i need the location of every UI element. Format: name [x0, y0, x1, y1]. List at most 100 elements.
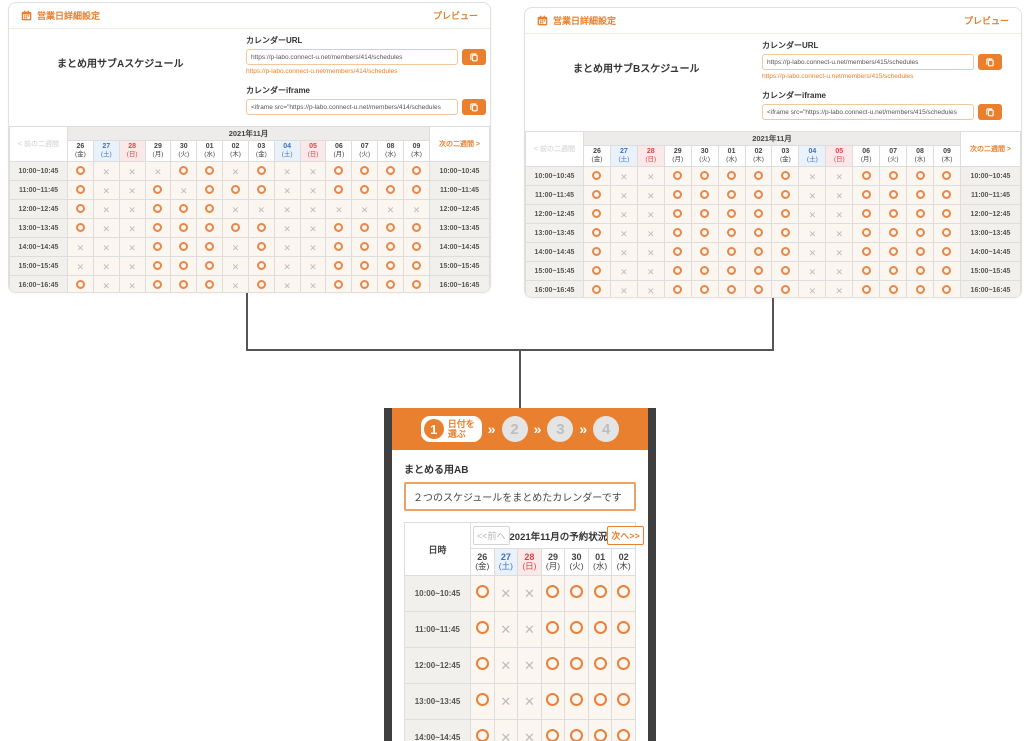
slot-cell[interactable] [564, 575, 589, 612]
available-circle-icon[interactable] [861, 266, 871, 275]
available-circle-icon[interactable] [593, 620, 607, 634]
slot-cell[interactable] [170, 161, 198, 181]
available-circle-icon[interactable] [753, 285, 763, 294]
available-circle-icon[interactable] [915, 266, 925, 275]
copy-url-button[interactable] [462, 49, 486, 65]
slot-cell[interactable] [540, 683, 566, 720]
slot-cell[interactable] [196, 161, 224, 181]
slot-cell[interactable] [351, 218, 379, 238]
available-circle-icon[interactable] [780, 285, 790, 294]
available-circle-icon[interactable] [256, 166, 266, 175]
available-circle-icon[interactable] [915, 228, 925, 237]
slot-cell[interactable] [222, 218, 249, 238]
slot-cell[interactable] [170, 218, 198, 238]
available-circle-icon[interactable] [256, 242, 266, 251]
calendar-iframe-input[interactable] [762, 104, 974, 120]
slot-cell[interactable] [879, 185, 908, 205]
available-circle-icon[interactable] [593, 656, 607, 670]
available-circle-icon[interactable] [256, 185, 266, 194]
available-circle-icon[interactable] [861, 247, 871, 256]
available-circle-icon[interactable] [888, 209, 898, 218]
available-circle-icon[interactable] [942, 190, 952, 199]
available-circle-icon[interactable] [753, 190, 763, 199]
slot-cell[interactable] [879, 166, 908, 186]
available-circle-icon[interactable] [179, 280, 189, 289]
slot-cell[interactable] [325, 237, 353, 257]
copy-iframe-button[interactable] [978, 104, 1002, 120]
slot-cell[interactable] [852, 242, 881, 262]
slot-cell[interactable] [771, 261, 800, 281]
available-circle-icon[interactable] [256, 280, 266, 289]
slot-cell[interactable] [663, 185, 692, 205]
slot-cell[interactable] [932, 280, 962, 297]
slot-cell[interactable] [470, 575, 495, 612]
slot-cell[interactable] [247, 256, 275, 276]
available-circle-icon[interactable] [411, 166, 421, 175]
slot-cell[interactable] [402, 180, 431, 200]
slot-cell[interactable] [377, 275, 404, 292]
calendar-url-input[interactable] [246, 49, 458, 65]
prev-two-weeks-link[interactable]: < 前の二週間 [9, 126, 68, 162]
copy-iframe-button[interactable] [462, 99, 486, 115]
slot-cell[interactable] [583, 185, 611, 205]
slot-cell[interactable] [879, 204, 908, 224]
available-circle-icon[interactable] [75, 280, 85, 289]
available-circle-icon[interactable] [942, 209, 952, 218]
slot-cell[interactable] [377, 161, 404, 181]
available-circle-icon[interactable] [411, 261, 421, 270]
slot-cell[interactable] [771, 280, 800, 297]
slot-cell[interactable] [717, 204, 746, 224]
slot-cell[interactable] [879, 261, 908, 281]
slot-cell[interactable] [852, 185, 881, 205]
slot-cell[interactable] [247, 237, 275, 257]
slot-cell[interactable] [564, 611, 589, 648]
slot-cell[interactable] [67, 180, 94, 200]
available-circle-icon[interactable] [673, 171, 683, 180]
available-circle-icon[interactable] [334, 242, 344, 251]
available-circle-icon[interactable] [617, 620, 631, 634]
available-circle-icon[interactable] [153, 185, 163, 194]
slot-cell[interactable] [583, 204, 611, 224]
slot-cell[interactable] [351, 161, 379, 181]
slot-cell[interactable] [470, 719, 495, 741]
slot-cell[interactable] [771, 223, 800, 243]
slot-cell[interactable] [906, 280, 934, 297]
slot-cell[interactable] [470, 683, 495, 720]
available-circle-icon[interactable] [700, 247, 710, 256]
slot-cell[interactable] [377, 256, 404, 276]
slot-cell[interactable] [717, 280, 746, 297]
available-circle-icon[interactable] [592, 228, 602, 237]
slot-cell[interactable] [932, 242, 962, 262]
slot-cell[interactable] [879, 242, 908, 262]
available-circle-icon[interactable] [942, 285, 952, 294]
available-circle-icon[interactable] [475, 656, 489, 670]
slot-cell[interactable] [771, 166, 800, 186]
slot-cell[interactable] [744, 242, 773, 262]
copy-url-button[interactable] [978, 54, 1002, 70]
calendar-url-input[interactable] [762, 54, 974, 70]
available-circle-icon[interactable] [386, 261, 396, 270]
available-circle-icon[interactable] [205, 166, 215, 175]
available-circle-icon[interactable] [753, 209, 763, 218]
slot-cell[interactable] [852, 166, 881, 186]
slot-cell[interactable] [587, 719, 613, 741]
available-circle-icon[interactable] [205, 261, 215, 270]
available-circle-icon[interactable] [570, 584, 584, 598]
available-circle-icon[interactable] [334, 280, 344, 289]
slot-cell[interactable] [351, 256, 379, 276]
available-circle-icon[interactable] [888, 247, 898, 256]
available-circle-icon[interactable] [411, 223, 421, 232]
slot-cell[interactable] [67, 161, 94, 181]
available-circle-icon[interactable] [673, 228, 683, 237]
slot-cell[interactable] [325, 180, 353, 200]
slot-cell[interactable] [690, 261, 719, 281]
available-circle-icon[interactable] [727, 228, 737, 237]
available-circle-icon[interactable] [592, 247, 602, 256]
available-circle-icon[interactable] [915, 171, 925, 180]
available-circle-icon[interactable] [861, 228, 871, 237]
available-circle-icon[interactable] [861, 190, 871, 199]
next-two-weeks-link[interactable]: 次の二週間 > [429, 126, 490, 162]
available-circle-icon[interactable] [546, 728, 560, 741]
available-circle-icon[interactable] [179, 223, 189, 232]
slot-cell[interactable] [377, 218, 404, 238]
